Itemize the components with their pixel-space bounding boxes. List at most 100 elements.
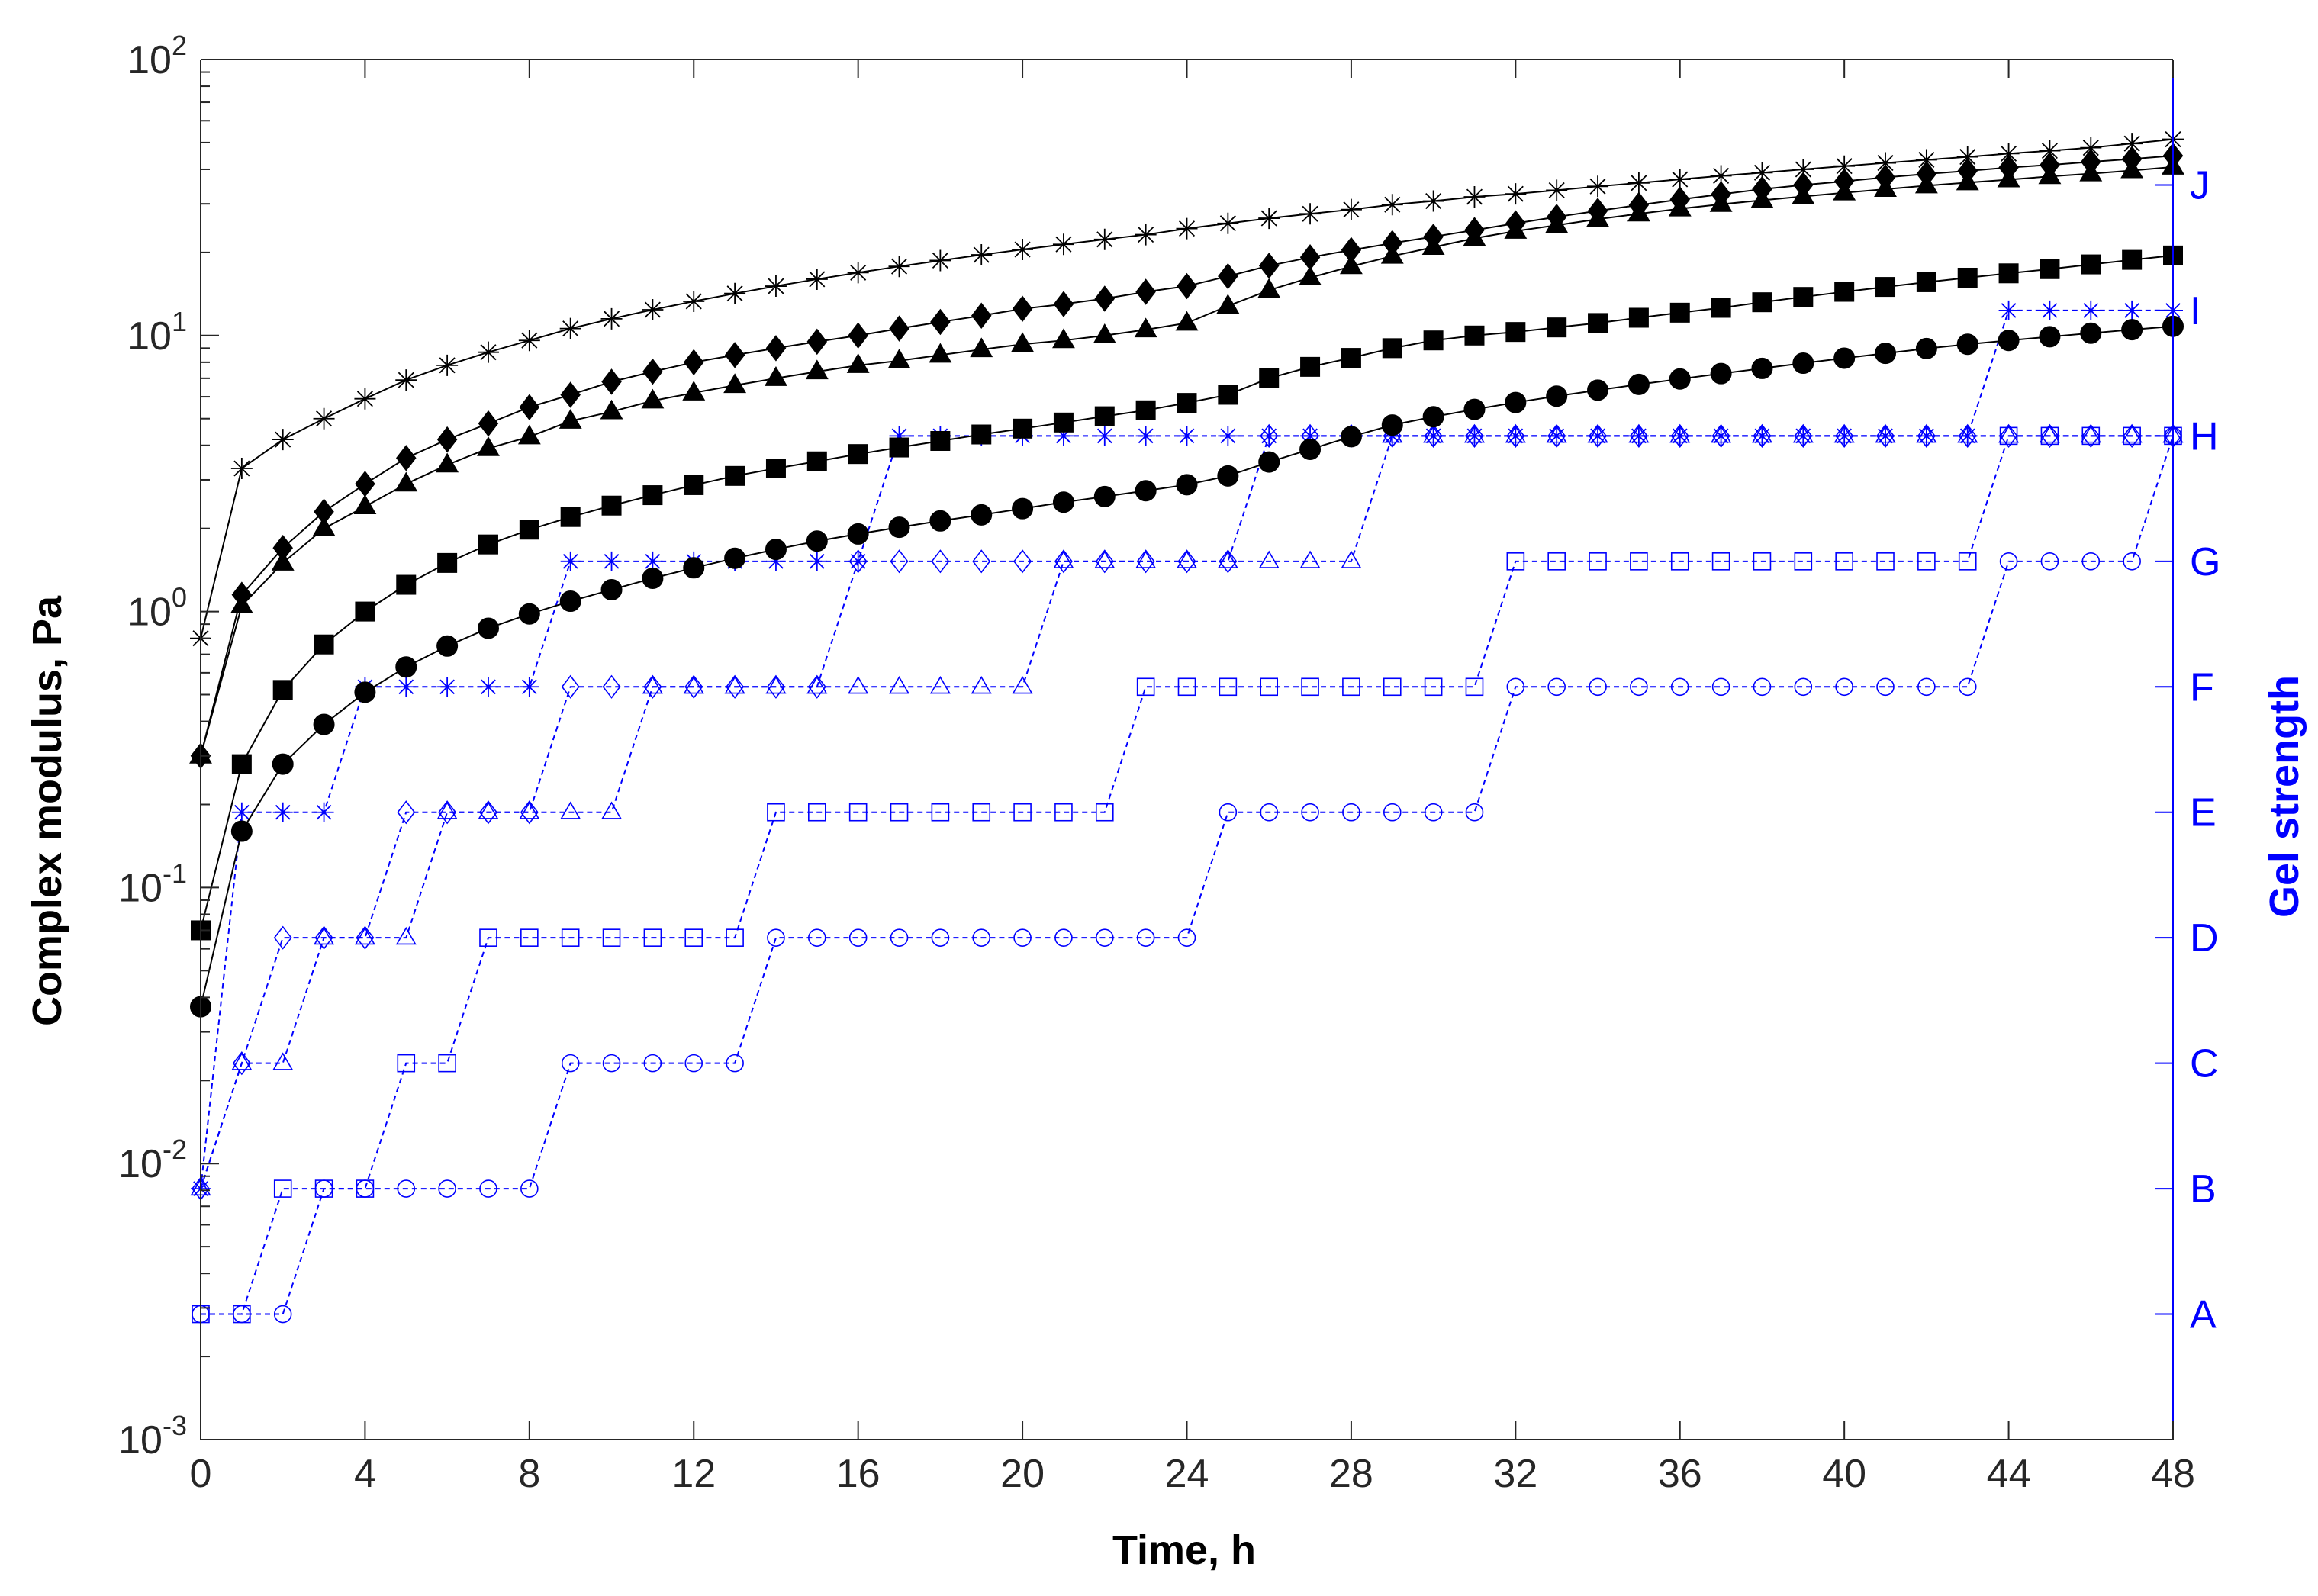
gel-diamond-point xyxy=(438,800,457,825)
gel-diamond-point xyxy=(1876,423,1895,448)
modulus-circle-point xyxy=(1792,352,1814,375)
x-tick-label: 4 xyxy=(354,1452,376,1496)
x-tick-label: 28 xyxy=(1329,1452,1373,1496)
modulus-triangle-point xyxy=(1627,201,1650,222)
modulus-star-point xyxy=(1956,146,1978,168)
modulus-star-point xyxy=(1012,239,1034,261)
gel-star-point xyxy=(314,802,334,822)
gel-circle-point xyxy=(931,928,950,947)
gel-star-point xyxy=(1135,426,1156,446)
gel-circle-point xyxy=(1424,803,1443,822)
gel-triangle-point xyxy=(1669,425,1691,443)
modulus-diamond-point xyxy=(601,368,622,395)
modulus-circle-point xyxy=(1627,373,1650,395)
gel-circle-point xyxy=(1177,928,1196,947)
modulus-star-point xyxy=(272,429,294,451)
gel-diamond-point xyxy=(807,674,826,699)
modulus-star-point xyxy=(1546,179,1568,201)
gel-square-point xyxy=(1999,426,2018,446)
modulus-square-point xyxy=(2040,259,2060,279)
modulus-circle-point xyxy=(1875,343,1897,365)
gel-square-point xyxy=(1095,803,1114,822)
gel-diamond-point xyxy=(1999,423,2018,448)
modulus-triangle-point xyxy=(353,494,377,515)
y2-axis-label: Gel strength xyxy=(2262,675,2307,918)
gel-square-point xyxy=(273,1179,292,1198)
gel-diamond-point xyxy=(1095,549,1114,574)
modulus-square-point xyxy=(642,485,663,506)
modulus-star-point xyxy=(1217,212,1239,234)
gel-circle-point xyxy=(397,1179,416,1198)
modulus-diamond-point xyxy=(1135,278,1156,305)
modulus-star-point xyxy=(477,341,499,363)
modulus-star-point xyxy=(765,275,787,298)
modulus-triangle-point xyxy=(970,337,993,358)
modulus-circle-point xyxy=(1012,497,1034,520)
modulus-star-point xyxy=(1258,208,1280,230)
x-tick-label: 12 xyxy=(671,1452,716,1496)
gel-circle-point xyxy=(520,1179,539,1198)
gel-triangle-point xyxy=(929,676,951,694)
modulus-triangle-point xyxy=(230,594,253,613)
gel-star-point xyxy=(478,677,498,697)
gel-diamond-point xyxy=(478,800,497,825)
modulus-star-point xyxy=(2121,133,2143,155)
modulus-square-point xyxy=(1382,338,1402,359)
gel-circle-point xyxy=(684,1054,703,1073)
gel-star-point xyxy=(1300,426,1321,446)
modulus-triangle-point xyxy=(641,388,665,409)
modulus-square-point xyxy=(1998,263,2019,284)
gel-star-point xyxy=(1053,426,1074,446)
gel-strength-series xyxy=(190,300,2184,1324)
gel-circle-point xyxy=(1876,677,1895,697)
gel-diamond-point xyxy=(931,549,950,574)
modulus-square-point xyxy=(2081,254,2101,275)
modulus-triangle-point xyxy=(805,359,829,380)
gel-triangle-point xyxy=(1012,676,1033,694)
modulus-square-point xyxy=(1423,330,1444,351)
gel-square-point xyxy=(479,928,497,947)
modulus-star-point xyxy=(1176,217,1198,240)
y-tick-label: 100 xyxy=(127,582,187,635)
gel-circle-point xyxy=(1794,677,1813,697)
modulus-circle-point xyxy=(1505,391,1527,413)
modulus-triangle-point xyxy=(2120,158,2144,179)
gel-triangle-point xyxy=(1546,425,1567,443)
gel-circle-point xyxy=(2081,552,2101,571)
gel-square-point xyxy=(1794,552,1813,571)
modulus-triangle-point xyxy=(1421,235,1445,255)
gel-diamond-point xyxy=(1753,423,1772,448)
gel-square-point xyxy=(1670,552,1689,571)
modulus-square-point xyxy=(1628,307,1649,328)
modulus-circle-point xyxy=(1833,347,1856,369)
gel-triangle-point xyxy=(683,676,704,694)
gel-diamond-point xyxy=(2081,423,2101,448)
modulus-circle-point xyxy=(724,547,746,569)
gel-triangle-point xyxy=(1833,425,1855,443)
gel-triangle-point xyxy=(889,676,910,694)
gel-triangle-point xyxy=(806,676,828,694)
modulus-circle-point xyxy=(1258,451,1280,473)
modulus-triangle-point xyxy=(1709,191,1733,212)
gel-circle-point xyxy=(233,1305,251,1324)
modulus-circle-point xyxy=(929,510,951,532)
modulus-star-point xyxy=(1627,172,1650,194)
modulus-circle-point xyxy=(1299,438,1322,460)
gel-circle-point xyxy=(438,1179,456,1198)
y-tick-label: 10-2 xyxy=(118,1134,187,1186)
modulus-circle-point xyxy=(272,753,294,775)
modulus-diamond-point xyxy=(519,394,540,420)
gel-diamond-point xyxy=(643,674,662,699)
gel-diamond-point xyxy=(232,1051,251,1076)
gel-diamond-point xyxy=(848,549,868,574)
modulus-star-point xyxy=(1422,190,1444,212)
gel-triangle-point xyxy=(1957,425,1978,443)
gel-square-point xyxy=(726,928,744,947)
gel-diamond-point xyxy=(602,674,621,699)
gel-square-point xyxy=(1835,552,1853,571)
y2-tick-label: B xyxy=(2190,1167,2217,1211)
gel-square-point xyxy=(1630,552,1648,571)
gel-square-line xyxy=(201,435,2173,1315)
gel-square-point xyxy=(1342,677,1360,697)
modulus-star-point xyxy=(354,388,376,410)
